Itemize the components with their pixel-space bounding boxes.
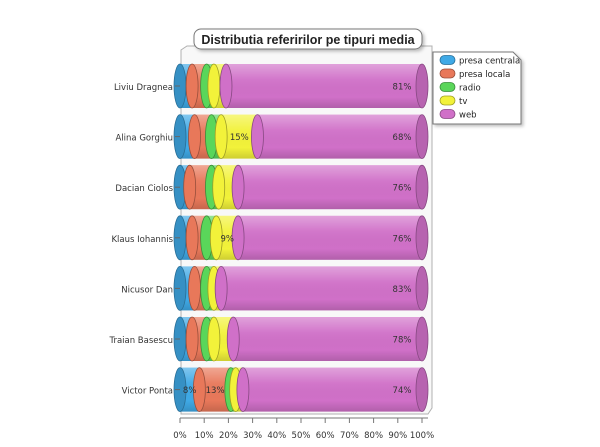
legend-item-presa-locala: presa locala bbox=[439, 68, 510, 80]
x-tick-label: 90% bbox=[388, 431, 407, 441]
category-labels: Liviu Dragnea Alina Gorghiu Dacian Ciolos K… bbox=[109, 83, 180, 397]
bar-row-klaus-iohannis bbox=[173, 215, 429, 261]
data-label-traian-basescu-web: 78% bbox=[393, 336, 412, 346]
bar-cap-traian-basescu-presa-locala bbox=[185, 316, 199, 362]
bar-row-traian-basescu bbox=[173, 316, 429, 362]
bars: 81% 15% 68% 76% 9% 76% 83% 78% 8% 13% 74% bbox=[173, 63, 429, 413]
category-label: Alina Gorghiu bbox=[116, 134, 174, 144]
data-label-liviu-dragnea-web: 81% bbox=[393, 83, 412, 93]
x-tick-label: 80% bbox=[364, 431, 383, 441]
bar-row-dacian-ciolos bbox=[173, 164, 429, 210]
bar-end-cap-dacian-ciolos bbox=[415, 164, 429, 210]
bar-end-cap-victor-ponta bbox=[415, 367, 429, 413]
chart-title: Distributia referirilor pe tipuri media bbox=[193, 28, 423, 50]
data-label-victor-ponta-web: 74% bbox=[393, 386, 412, 396]
bar-cap-liviu-dragnea-tv bbox=[207, 63, 221, 109]
bar-cap-alina-gorghiu-tv bbox=[214, 114, 228, 160]
bar-cap-dacian-ciolos-tv bbox=[212, 164, 226, 210]
legend-swatch bbox=[439, 68, 456, 79]
legend-label: radio bbox=[459, 84, 481, 94]
legend-swatch bbox=[439, 55, 456, 65]
legend-label: tv bbox=[459, 97, 467, 107]
bar-cap-liviu-dragnea-presa-locala bbox=[185, 63, 199, 109]
x-tick-label: 100% bbox=[410, 431, 434, 441]
x-tick-label: 10% bbox=[195, 431, 214, 441]
legend-item-radio: radio bbox=[439, 82, 481, 94]
bar-cap-dacian-ciolos-presa-locala bbox=[183, 164, 197, 210]
chart-title-text: Distributia referirilor pe tipuri media bbox=[201, 33, 415, 47]
legend-label: presa centrala bbox=[459, 57, 520, 67]
x-tick-label: 30% bbox=[243, 431, 262, 441]
bar-cap-alina-gorghiu-web bbox=[251, 114, 264, 160]
legend-swatch bbox=[439, 82, 456, 92]
x-tick-label: 50% bbox=[292, 431, 311, 441]
bar-cap-klaus-iohannis-web bbox=[231, 215, 245, 261]
legend-swatch bbox=[439, 95, 456, 106]
data-label-klaus-iohannis-tv: 9% bbox=[220, 234, 234, 244]
x-tick-label: 60% bbox=[316, 431, 335, 441]
bar-cap-victor-ponta-web bbox=[236, 367, 250, 413]
bar-end-cap-nicusor-dan bbox=[415, 265, 429, 311]
bar-cap-klaus-iohannis-tv bbox=[209, 215, 223, 261]
legend-item-web: web bbox=[439, 109, 477, 121]
bar-cap-nicusor-dan-web bbox=[214, 265, 228, 311]
x-axis: 0% 10% 20% 30% 40% 50% 60% 70% 80% 90% 100% bbox=[173, 417, 434, 441]
legend-item-tv: tv bbox=[439, 95, 467, 107]
category-label: Klaus Iohannis bbox=[111, 235, 173, 245]
bar-end-cap-klaus-iohannis bbox=[415, 215, 429, 261]
bar-gloss bbox=[221, 266, 422, 311]
bar-gloss bbox=[233, 317, 422, 361]
bar-cap-alina-gorghiu-presa-locala bbox=[188, 114, 201, 160]
bar-end-cap-alina-gorghiu bbox=[415, 114, 429, 160]
bar-cap-victor-ponta-presa-locala bbox=[192, 367, 206, 413]
category-label: Dacian Ciolos bbox=[115, 184, 173, 194]
category-label: Victor Ponta bbox=[122, 387, 173, 397]
data-label-alina-gorghiu-web: 68% bbox=[393, 133, 412, 143]
bar-row-victor-ponta bbox=[173, 367, 429, 413]
bar-cap-dacian-ciolos-web bbox=[231, 164, 245, 210]
data-label-victor-ponta-presa-locala: 13% bbox=[206, 386, 225, 396]
bar-end-cap-liviu-dragnea bbox=[415, 63, 429, 109]
legend-item-presa-centrala: presa centrala bbox=[439, 55, 520, 67]
legend-label: presa locala bbox=[459, 70, 510, 80]
bar-row-liviu-dragnea bbox=[173, 63, 429, 109]
bar-row-nicusor-dan bbox=[173, 265, 429, 311]
bar-gloss bbox=[225, 64, 422, 108]
bar-gloss bbox=[242, 367, 422, 412]
bar-cap-liviu-dragnea-web bbox=[219, 63, 233, 109]
data-label-victor-ponta-presa-centrala: 8% bbox=[183, 386, 197, 396]
category-label: Liviu Dragnea bbox=[114, 83, 173, 93]
data-label-dacian-ciolos-web: 76% bbox=[393, 184, 412, 194]
data-label-alina-gorghiu-tv: 15% bbox=[230, 133, 249, 143]
category-label: Nicusor Dan bbox=[121, 285, 173, 295]
x-tick-label: 40% bbox=[267, 431, 286, 441]
bar-cap-traian-basescu-web bbox=[226, 316, 240, 362]
legend-swatch bbox=[439, 109, 456, 119]
bar-gloss bbox=[238, 165, 422, 210]
bar-gloss bbox=[257, 114, 422, 159]
bar-gloss bbox=[238, 215, 422, 260]
bar-cap-nicusor-dan-presa-locala bbox=[188, 265, 201, 311]
bar-cap-klaus-iohannis-presa-locala bbox=[185, 215, 199, 261]
bar-cap-traian-basescu-tv bbox=[207, 316, 221, 362]
bar-row-alina-gorghiu bbox=[173, 114, 429, 160]
legend-label: web bbox=[459, 111, 477, 121]
category-label: Traian Basescu bbox=[109, 336, 174, 346]
bar-end-cap-traian-basescu bbox=[415, 316, 429, 362]
x-tick-label: 0% bbox=[173, 431, 187, 441]
x-tick-label: 20% bbox=[219, 431, 238, 441]
data-label-nicusor-dan-web: 83% bbox=[393, 285, 412, 295]
legend: presa centrala presa locala radio tv web bbox=[432, 51, 522, 125]
x-tick-label: 70% bbox=[340, 431, 359, 441]
data-label-klaus-iohannis-web: 76% bbox=[393, 234, 412, 244]
